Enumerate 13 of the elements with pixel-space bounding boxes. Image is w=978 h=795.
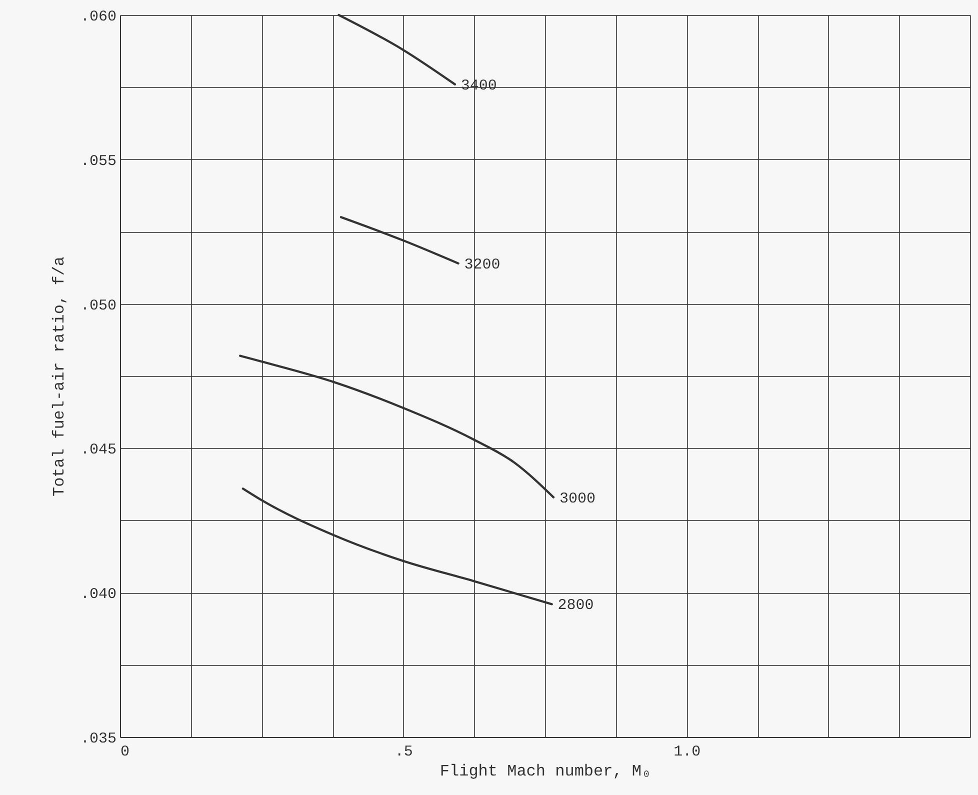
y-axis-title: Total fuel-air ratio, f/a bbox=[50, 256, 68, 497]
y-tick-label: .045 bbox=[80, 442, 116, 459]
x-tick-label: 1.0 bbox=[674, 744, 701, 760]
series-label: 2800 bbox=[558, 597, 594, 614]
series-label: 3000 bbox=[560, 490, 596, 508]
x-axis-title: Flight Mach number, M₀ bbox=[440, 762, 652, 780]
y-tick-label: .055 bbox=[80, 152, 116, 170]
y-tick-label: .040 bbox=[80, 586, 116, 604]
x-tick-label: .5 bbox=[394, 744, 413, 760]
y-tick-label: .035 bbox=[80, 730, 116, 748]
x-tick-label: 0 bbox=[120, 744, 130, 760]
y-tick-label: .060 bbox=[80, 8, 116, 26]
y-tick-label: .050 bbox=[80, 297, 116, 314]
